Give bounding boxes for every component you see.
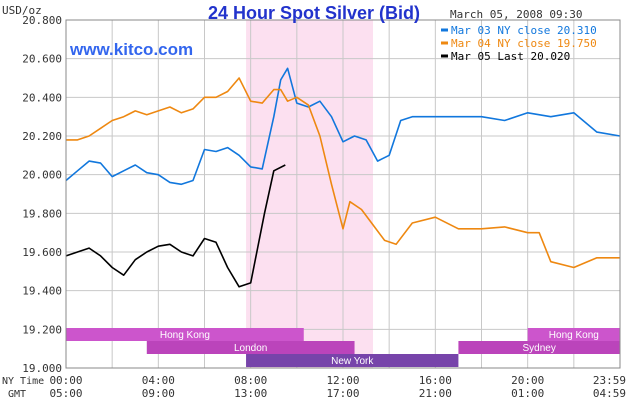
brand-watermark: www.kitco.com <box>69 40 193 59</box>
y-tick-label: 20.200 <box>22 130 62 143</box>
x-tick-label-ny: 04:00 <box>142 374 175 387</box>
x-row-ny-label: NY Time <box>2 376 44 387</box>
session-bar <box>66 328 304 341</box>
ny-session-highlight <box>246 20 374 368</box>
series-line <box>66 77 620 269</box>
y-tick-label: 20.600 <box>22 53 62 66</box>
y-tick-label: 19.800 <box>22 207 62 220</box>
y-tick-label: 19.400 <box>22 285 62 298</box>
series-line <box>65 67 621 186</box>
session-bar <box>246 354 459 367</box>
legend-entry: Mar 03 NY close 20.310 <box>451 24 597 37</box>
y-tick-label: 19.200 <box>22 323 62 336</box>
session-bar <box>458 341 620 354</box>
y-tick-label: 20.800 <box>22 14 62 27</box>
session-label: Sydney <box>523 343 556 354</box>
legend-entry: Mar 05 Last 20.020 <box>451 50 570 63</box>
x-tick-label-ny: 00:00 <box>49 374 82 387</box>
y-tick-label: 19.600 <box>22 246 62 259</box>
y-tick-label: 20.000 <box>22 169 62 182</box>
x-tick-label-ny: 23:59 <box>593 374 626 387</box>
session-label: London <box>234 343 267 354</box>
y-tick-label: 20.400 <box>22 91 62 104</box>
x-tick-label-gmt: 05:00 <box>49 387 82 400</box>
session-label: Hong Kong <box>549 330 599 341</box>
x-tick-label-gmt: 04:59 <box>593 387 626 400</box>
chart-title: 24 Hour Spot Silver (Bid) <box>208 3 420 23</box>
x-tick-label-gmt: 13:00 <box>234 387 267 400</box>
y-unit-label: USD/oz <box>2 4 42 17</box>
x-tick-label-ny: 08:00 <box>234 374 267 387</box>
chart-date-label: March 05, 2008 09:30 <box>450 8 582 21</box>
x-tick-label-ny: 16:00 <box>419 374 452 387</box>
x-tick-label-gmt: 01:00 <box>511 387 544 400</box>
x-tick-label-gmt: 09:00 <box>142 387 175 400</box>
x-row-gmt-label: GMT <box>8 389 26 400</box>
session-bar <box>146 341 355 354</box>
session-label: Hong Kong <box>160 330 210 341</box>
x-tick-label-ny: 12:00 <box>326 374 359 387</box>
x-tick-label-gmt: 17:00 <box>326 387 359 400</box>
session-label: New York <box>331 356 374 367</box>
x-tick-label-gmt: 21:00 <box>419 387 452 400</box>
session-bar <box>527 328 620 341</box>
x-tick-label-ny: 20:00 <box>511 374 544 387</box>
legend-entry: Mar 04 NY close 19.750 <box>451 37 597 50</box>
y-tick-label: 19.000 <box>22 362 62 375</box>
plot-frame <box>65 19 621 369</box>
series-line <box>65 164 286 288</box>
